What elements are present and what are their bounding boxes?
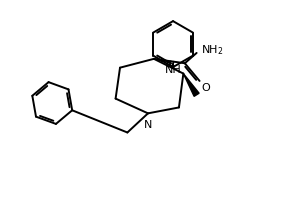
- Text: NH$_2$: NH$_2$: [201, 43, 223, 57]
- Text: O: O: [201, 83, 210, 93]
- Text: N: N: [144, 120, 152, 130]
- Polygon shape: [183, 74, 199, 96]
- Text: NH: NH: [165, 65, 181, 75]
